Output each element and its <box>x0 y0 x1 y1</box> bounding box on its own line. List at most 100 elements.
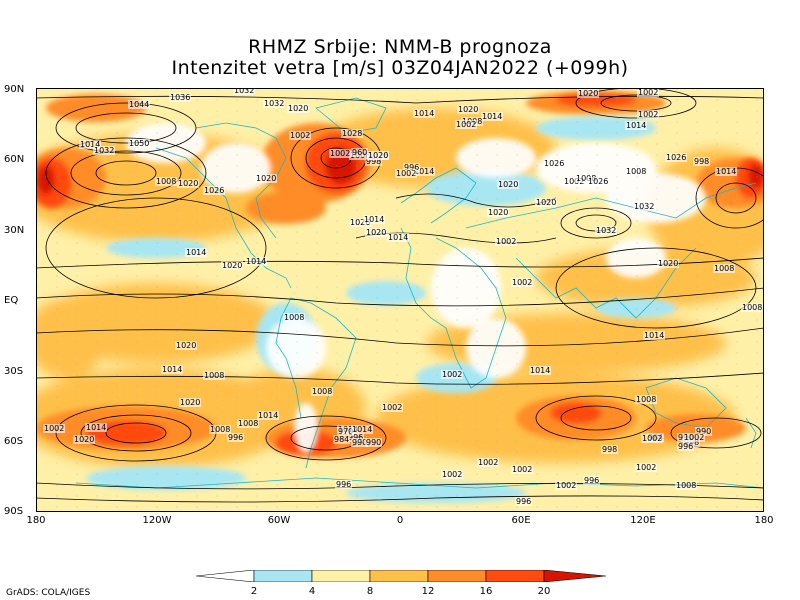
isobar-label: 1014 <box>86 423 106 432</box>
isobar-label: 1002 <box>396 169 416 178</box>
isobar-label-bg <box>209 425 231 434</box>
isobar-label-bg <box>535 198 557 207</box>
isobar-label-bg <box>583 476 600 485</box>
lat-label-eq: EQ <box>4 295 19 306</box>
wind-speed-colorbar <box>196 570 606 582</box>
isobar-label: 1014 <box>186 248 206 257</box>
isobar-label: 1008 <box>210 425 230 434</box>
grads-credit: GrADS: COLA/IGES <box>6 588 91 598</box>
isobar-label-bg <box>641 434 663 443</box>
isobar-label-bg <box>413 167 435 176</box>
isobar-label: 960 <box>352 148 367 157</box>
isobar-label-bg <box>683 433 705 442</box>
isobar-label-bg <box>637 110 659 119</box>
isobar-label: 1014 <box>258 411 278 420</box>
isobar-label-bg <box>365 157 382 166</box>
isobar-label-bg <box>365 438 382 447</box>
isobar-label-bg <box>79 140 101 149</box>
isobar-label-bg <box>175 341 197 350</box>
isobar-label: 1008 <box>576 174 596 183</box>
isobar-label: 1014 <box>644 331 664 340</box>
isobar-label: 1008 <box>156 177 176 186</box>
isobar-label: 1020 <box>178 179 198 188</box>
isobar-label: 1002 <box>456 120 476 129</box>
isobar-label-bg <box>43 424 65 433</box>
isobar-label: 1026 <box>350 218 370 227</box>
colorbar-segment-under-2 <box>196 570 255 582</box>
map-frame <box>36 88 764 512</box>
isobar-label-bg <box>457 105 479 114</box>
isobar-label: 984 <box>334 435 349 444</box>
isobar-label-bg <box>128 100 150 109</box>
isobar-label-bg <box>595 226 617 235</box>
isobar-label-bg <box>633 202 655 211</box>
isobar-label-bg <box>237 419 259 428</box>
isobar-label: 1014 <box>352 425 372 434</box>
isobar-label: 1014 <box>626 121 646 130</box>
isobar-label: 1020 <box>458 105 478 114</box>
colorbar-label-16: 16 <box>479 586 493 597</box>
isobar-label: 1002 <box>44 424 64 433</box>
isobar-label: 1008 <box>742 303 762 312</box>
isobar-label: 996 <box>348 433 363 442</box>
isobar-label: 1020 <box>222 261 242 270</box>
colorbar-label-4: 4 <box>308 586 316 597</box>
isobar-label: 998 <box>602 445 617 454</box>
isobar-label-bg <box>289 131 311 140</box>
isobar-label-bg <box>403 163 420 172</box>
colorbar-segment-8-12 <box>369 570 429 582</box>
colorbar-segment-16-20 <box>485 570 545 582</box>
isobar-label-bg <box>177 179 199 188</box>
isobar-label-bg <box>481 112 503 121</box>
isobar-label: 1026 <box>544 159 564 168</box>
isobar-label: 1020 <box>536 198 556 207</box>
isobar-label: 1008 <box>204 371 224 380</box>
isobar-label-bg <box>515 497 532 506</box>
isobar-label: 1002 <box>638 110 658 119</box>
isobar-label: 970 <box>338 427 353 436</box>
isobar-label-bg <box>643 331 665 340</box>
isobar-label: 1002 <box>642 434 662 443</box>
isobar-label-bg <box>169 93 191 102</box>
isobar-label: 1014 <box>80 140 100 149</box>
wind-speed-map: 1044103610321032102010141020101410081002… <box>36 88 764 512</box>
isobar-label-bg <box>675 481 697 490</box>
lon-label-180w: 180 <box>26 515 46 526</box>
isobar-label-bg <box>713 264 735 273</box>
isobar-label: 998 <box>366 157 381 166</box>
isobar-label: 1026 <box>204 186 224 195</box>
isobar-label-bg <box>625 121 647 130</box>
isobar-label: 996 <box>678 442 693 451</box>
isobar-label: 990 <box>696 427 711 436</box>
isobar-label: 996 <box>336 480 351 489</box>
lon-label-120w: 120W <box>142 515 172 526</box>
isobar-label: 1002 <box>442 370 462 379</box>
isobar-label-bg <box>333 435 350 444</box>
isobar-label-bg <box>311 387 333 396</box>
lon-label-0: 0 <box>396 515 404 526</box>
lat-label-60s: 60S <box>4 436 24 447</box>
lat-label-90n: 90N <box>4 84 25 95</box>
isobar-label-bg <box>495 237 517 246</box>
isobar-label-bg <box>577 89 599 98</box>
isobar-label-bg <box>365 228 387 237</box>
isobar-label-bg <box>395 169 417 178</box>
isobar-label: 1002 <box>636 463 656 472</box>
isobar-label-bg <box>367 151 389 160</box>
isobar-label-bg <box>363 215 385 224</box>
isobar-label: 1014 <box>716 167 736 176</box>
isobar-label-bg <box>413 109 435 118</box>
isobar-label-bg <box>695 427 712 436</box>
isobar-label: 1008 <box>676 481 696 490</box>
isobar-label: 1002 <box>330 149 350 158</box>
isobar-label-bg <box>93 146 115 155</box>
isobar-label: 1014 <box>246 257 266 266</box>
colorbar-segment-4-8 <box>311 570 371 582</box>
lon-label-180e: 180 <box>754 515 774 526</box>
isobar-label-bg <box>233 88 255 95</box>
isobar-label: 996 <box>584 476 599 485</box>
isobar-label: 1014 <box>388 233 408 242</box>
colorbar-label-20: 20 <box>537 586 551 597</box>
isobar-label: 1020 <box>256 174 276 183</box>
colorbar-label-12: 12 <box>421 586 435 597</box>
